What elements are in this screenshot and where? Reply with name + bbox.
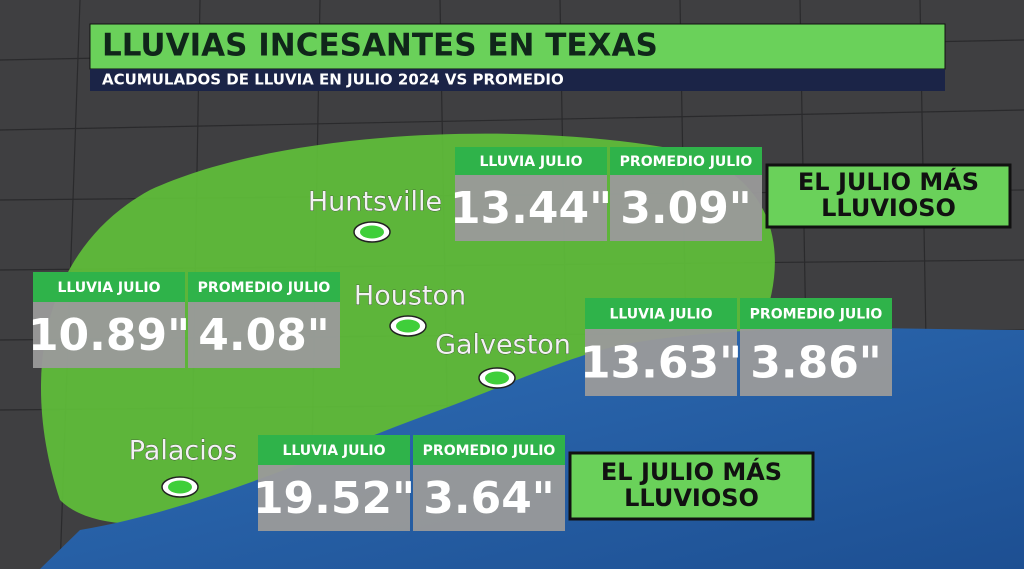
badge-text: LLUVIOSO <box>821 194 956 222</box>
stat-value: 3.86" <box>750 338 881 389</box>
city-label: Huntsville <box>308 187 442 218</box>
badge-text: EL JULIO MÁS <box>601 457 782 486</box>
stat-label: LLUVIA JULIO <box>609 307 712 323</box>
stat-body <box>610 175 762 241</box>
subtitle: ACUMULADOS DE LLUVIA EN JULIO 2024 VS PR… <box>102 71 564 89</box>
city-label: Palacios <box>129 436 238 467</box>
stat-body <box>188 302 340 368</box>
stat-label: LLUVIA JULIO <box>479 154 582 170</box>
stat-value: 13.44" <box>450 183 612 234</box>
stat-body <box>585 329 737 396</box>
stat-body <box>455 175 607 241</box>
stat-label: PROMEDIO JULIO <box>423 443 556 459</box>
badge <box>765 163 1012 229</box>
city-marker-core <box>485 371 509 385</box>
stat-header <box>188 272 340 302</box>
stat-value: 4.08" <box>198 310 329 361</box>
stat-label: LLUVIA JULIO <box>57 280 160 296</box>
badge-text: EL JULIO MÁS <box>798 167 979 196</box>
stat-header <box>740 298 892 329</box>
city-marker-core <box>168 480 192 494</box>
city-marker-core <box>396 319 420 333</box>
stat-label: PROMEDIO JULIO <box>750 307 883 323</box>
stat-header <box>610 147 762 175</box>
stat-header <box>258 435 410 465</box>
overlay: Huntsville Houston Galveston Palacios LLUVIA… <box>28 147 1012 531</box>
stat-label: PROMEDIO JULIO <box>198 280 331 296</box>
stat-body <box>33 302 185 368</box>
title: LLUVIAS INCESANTES EN TEXAS <box>102 28 658 64</box>
stat-label: LLUVIA JULIO <box>282 443 385 459</box>
stat-value: 3.09" <box>620 183 751 234</box>
stat-header <box>455 147 607 175</box>
city-marker-core <box>360 225 384 239</box>
stat-label: PROMEDIO JULIO <box>620 154 753 170</box>
stat-header <box>585 298 737 329</box>
stat-value: 13.63" <box>580 338 742 389</box>
city-label: Galveston <box>435 330 571 361</box>
stat-body <box>258 465 410 531</box>
title-bar <box>89 23 946 70</box>
stat-header <box>33 272 185 302</box>
subtitle-bar <box>90 69 945 91</box>
stat-value: 3.64" <box>423 473 554 524</box>
stat-body <box>413 465 565 531</box>
badge <box>568 451 815 521</box>
stat-body <box>740 329 892 396</box>
stat-value: 19.52" <box>253 473 415 524</box>
stat-header <box>413 435 565 465</box>
badge-text: LLUVIOSO <box>624 484 759 512</box>
stat-value: 10.89" <box>28 310 190 361</box>
city-label: Houston <box>354 281 466 312</box>
